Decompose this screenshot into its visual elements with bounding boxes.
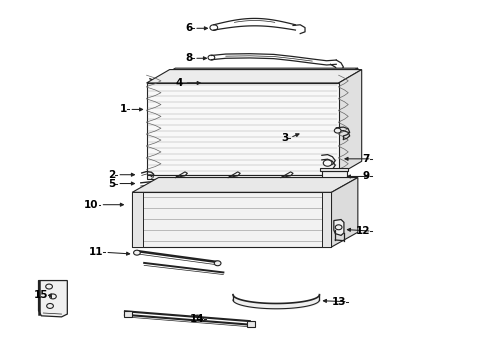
Text: 7: 7 [363,154,370,164]
Text: 12: 12 [355,226,370,236]
Text: 1: 1 [120,104,127,114]
Text: 10: 10 [84,200,98,210]
Circle shape [334,128,341,133]
Circle shape [134,250,140,255]
Polygon shape [132,192,143,247]
Text: 15: 15 [34,290,48,300]
Polygon shape [124,311,132,317]
Polygon shape [336,68,358,85]
Text: 11: 11 [89,247,103,257]
Polygon shape [331,177,358,247]
Polygon shape [154,68,358,81]
Polygon shape [147,83,339,175]
Polygon shape [154,81,336,85]
Polygon shape [132,192,331,247]
Text: 6: 6 [185,23,192,33]
Polygon shape [322,192,331,247]
Text: 8: 8 [185,53,192,63]
Text: 4: 4 [175,78,183,88]
Text: 3: 3 [281,133,288,143]
Polygon shape [320,168,348,171]
Polygon shape [247,321,255,327]
Circle shape [214,261,221,266]
Text: 9: 9 [363,171,370,181]
Text: 2: 2 [108,170,115,180]
Polygon shape [147,69,362,83]
Polygon shape [334,220,344,235]
Polygon shape [339,69,362,175]
Polygon shape [39,280,67,317]
Polygon shape [147,175,339,179]
Polygon shape [322,171,347,188]
Text: 13: 13 [331,297,346,307]
Text: 14: 14 [190,314,204,324]
Text: 5: 5 [108,179,115,189]
Circle shape [323,160,332,166]
Polygon shape [132,177,358,192]
